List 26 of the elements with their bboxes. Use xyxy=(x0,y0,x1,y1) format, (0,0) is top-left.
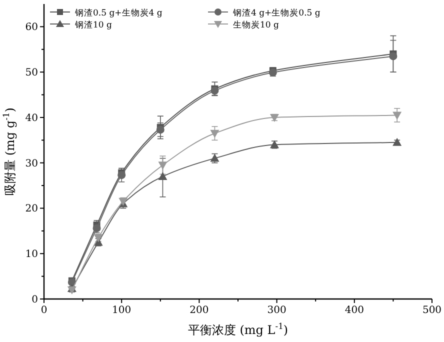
point xyxy=(392,112,402,120)
x-tick-label: 400 xyxy=(344,305,364,316)
point xyxy=(389,52,398,60)
y-tick-label: 50 xyxy=(25,68,38,79)
legend-label: 生物炭10 g xyxy=(233,20,280,30)
y-tick-label: 60 xyxy=(25,22,38,34)
y-tick-label: 0 xyxy=(32,294,38,306)
point xyxy=(156,126,164,134)
x-tick-label: 300 xyxy=(267,305,286,316)
point xyxy=(158,172,168,180)
x-tick-label: 500 xyxy=(422,305,442,316)
x-tick-label: 0 xyxy=(40,305,48,316)
point xyxy=(118,171,126,180)
y-tick-label: 10 xyxy=(25,249,38,260)
x-tick-label: 200 xyxy=(190,305,209,316)
legend-label: 钢渣10 g xyxy=(74,20,113,30)
y-tick-label: 30 xyxy=(25,158,38,170)
legend-label: 钢渣4 g+生物炭0.5 g xyxy=(232,8,321,18)
y-tick-label: 20 xyxy=(25,204,38,215)
point xyxy=(210,130,220,138)
x-tick-label: 100 xyxy=(112,305,132,316)
point xyxy=(158,162,168,170)
legend-label: 钢渣0.5 g+生物炭4 g xyxy=(74,8,163,18)
x-axis-title: 平衡浓度 (mg L$^{-1}$) xyxy=(188,321,288,337)
y-tick-label: 40 xyxy=(25,112,38,124)
point xyxy=(392,138,402,146)
